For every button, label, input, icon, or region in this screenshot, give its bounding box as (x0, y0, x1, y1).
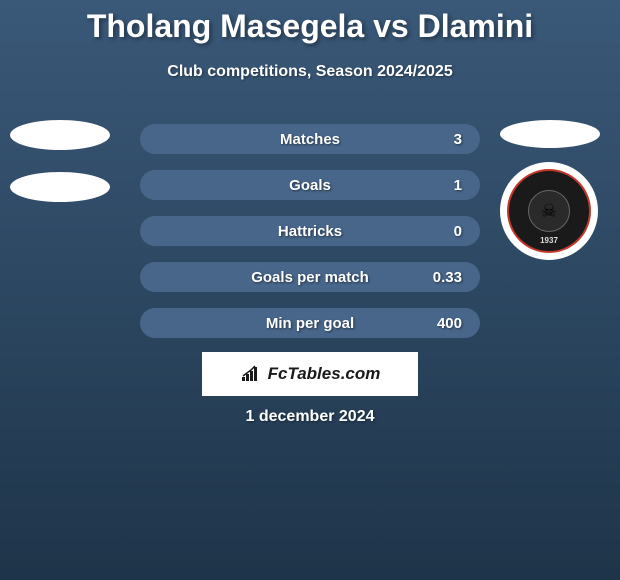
right-team-badges: ☠ 1937 (500, 120, 600, 260)
stats-list: Matches 3 Goals 1 Hattricks 0 Goals per … (140, 124, 480, 354)
stat-value: 0.33 (433, 269, 462, 286)
club-badge: ☠ 1937 (500, 162, 598, 260)
stat-value: 0 (454, 223, 462, 240)
stat-row: Goals 1 (140, 170, 480, 200)
team-badge-placeholder (10, 172, 110, 202)
stat-label: Goals per match (251, 269, 369, 286)
club-year: 1937 (540, 236, 558, 245)
skull-icon: ☠ (528, 190, 570, 232)
club-badge-inner: ☠ 1937 (507, 169, 591, 253)
team-badge-placeholder (10, 120, 110, 150)
stat-value: 400 (437, 315, 462, 332)
stat-label: Min per goal (266, 315, 354, 332)
subtitle: Club competitions, Season 2024/2025 (0, 63, 620, 81)
stat-label: Goals (289, 177, 331, 194)
stat-label: Matches (280, 131, 340, 148)
footer-date: 1 december 2024 (246, 408, 375, 426)
stat-row: Hattricks 0 (140, 216, 480, 246)
page-title: Tholang Masegela vs Dlamini (0, 0, 620, 45)
stat-row: Goals per match 0.33 (140, 262, 480, 292)
stat-row: Min per goal 400 (140, 308, 480, 338)
stat-value: 3 (454, 131, 462, 148)
left-team-badges (10, 120, 110, 224)
team-badge-placeholder (500, 120, 600, 148)
stat-label: Hattricks (278, 223, 342, 240)
stat-row: Matches 3 (140, 124, 480, 154)
stat-value: 1 (454, 177, 462, 194)
brand-name: FcTables.com (268, 364, 381, 384)
brand-badge: FcTables.com (202, 352, 418, 396)
chart-icon (240, 365, 262, 383)
